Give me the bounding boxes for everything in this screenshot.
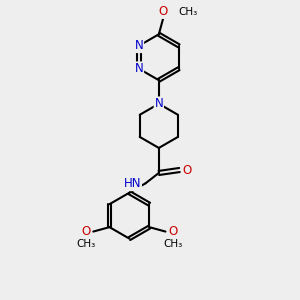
Text: O: O xyxy=(168,225,178,238)
Text: CH₃: CH₃ xyxy=(178,7,198,16)
Text: N: N xyxy=(135,39,143,52)
Text: N: N xyxy=(135,62,143,75)
Text: O: O xyxy=(81,225,91,238)
Text: HN: HN xyxy=(124,177,141,190)
Text: O: O xyxy=(182,164,191,176)
Text: CH₃: CH₃ xyxy=(76,239,96,249)
Text: CH₃: CH₃ xyxy=(163,239,182,249)
Text: O: O xyxy=(159,5,168,18)
Text: N: N xyxy=(154,97,163,110)
